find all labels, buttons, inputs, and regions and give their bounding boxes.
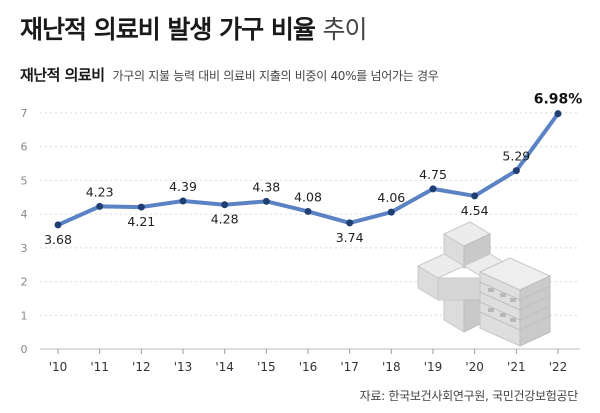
data-label: 4.21 xyxy=(127,214,155,229)
y-tick-label: 1 xyxy=(21,309,28,322)
y-tick-label: 0 xyxy=(21,343,28,356)
x-tick-label: '21 xyxy=(507,360,526,374)
x-tick-label: '15 xyxy=(257,360,276,374)
data-labels: 3.68 4.23 4.21 4.39 4.28 4.38 4.08 3.74 4.06 4.75… xyxy=(44,92,582,247)
x-tick-label: '11 xyxy=(90,360,109,374)
data-point xyxy=(512,167,520,175)
x-tick-label: '16 xyxy=(299,360,318,374)
data-label: 3.74 xyxy=(336,230,364,245)
data-point xyxy=(262,197,270,205)
data-series xyxy=(54,110,562,229)
x-tick-label: '10 xyxy=(49,360,68,374)
chart-title: 재난적 의료비 발생 가구 비율 추이 xyxy=(20,10,368,46)
data-label: 3.68 xyxy=(44,232,72,247)
hospital-building-icon xyxy=(416,221,552,347)
y-tick-label: 6 xyxy=(21,141,28,154)
x-tick-label: '17 xyxy=(340,360,359,374)
data-point xyxy=(554,110,562,118)
chart-title-suffix: 추이 xyxy=(322,15,368,44)
chart-description: 가구의 지불 능력 대비 의료비 지출의 비중이 40%를 넘어가는 경우 xyxy=(112,69,439,83)
data-point xyxy=(387,208,395,216)
data-label: 4.54 xyxy=(461,203,489,218)
y-tick-label: 3 xyxy=(21,242,28,255)
y-tick-label: 4 xyxy=(21,208,28,221)
data-label: 4.38 xyxy=(252,179,280,194)
data-point xyxy=(54,221,62,229)
chart-subtitle: 재난적 의료비 xyxy=(20,66,105,84)
x-tick-label: '19 xyxy=(424,360,443,374)
source-note: 자료: 한국보건사회연구원, 국민건강보험공단 xyxy=(359,389,579,403)
data-point xyxy=(471,192,479,200)
data-point xyxy=(179,197,187,205)
x-tick-label: '18 xyxy=(382,360,401,374)
y-tick-label: 2 xyxy=(21,276,28,289)
x-tick-label: '14 xyxy=(215,360,234,374)
x-tick-label: '22 xyxy=(549,360,568,374)
x-tick-label: '13 xyxy=(174,360,193,374)
x-axis-ticks: '10 '11 '12 '13 '14 '15 '16 '17 '18 '19 '20 '21 '22 xyxy=(49,349,568,374)
data-label: 4.75 xyxy=(419,167,447,182)
data-point xyxy=(429,185,437,193)
x-tick-label: '20 xyxy=(465,360,484,374)
subtitle-row: 재난적 의료비 가구의 지불 능력 대비 의료비 지출의 비중이 40%를 넘어가… xyxy=(20,64,439,85)
y-tick-label: 5 xyxy=(21,174,28,187)
data-point xyxy=(346,219,354,227)
chart-title-main: 재난적 의료비 발생 가구 비율 xyxy=(20,15,316,44)
data-point xyxy=(304,207,312,215)
data-point xyxy=(137,203,145,211)
data-label: 4.23 xyxy=(86,184,114,199)
data-label: 5.29 xyxy=(502,149,530,164)
y-axis-ticks: 0 1 2 3 4 5 6 7 xyxy=(21,107,28,356)
data-label: 4.06 xyxy=(377,190,405,205)
data-label: 6.98% xyxy=(534,92,583,108)
data-point xyxy=(221,201,229,209)
data-label: 4.39 xyxy=(169,179,197,194)
data-label: 4.28 xyxy=(211,212,239,227)
data-point xyxy=(96,202,104,210)
y-tick-label: 7 xyxy=(21,107,28,120)
x-tick-label: '12 xyxy=(132,360,151,374)
data-label: 4.08 xyxy=(294,189,322,204)
